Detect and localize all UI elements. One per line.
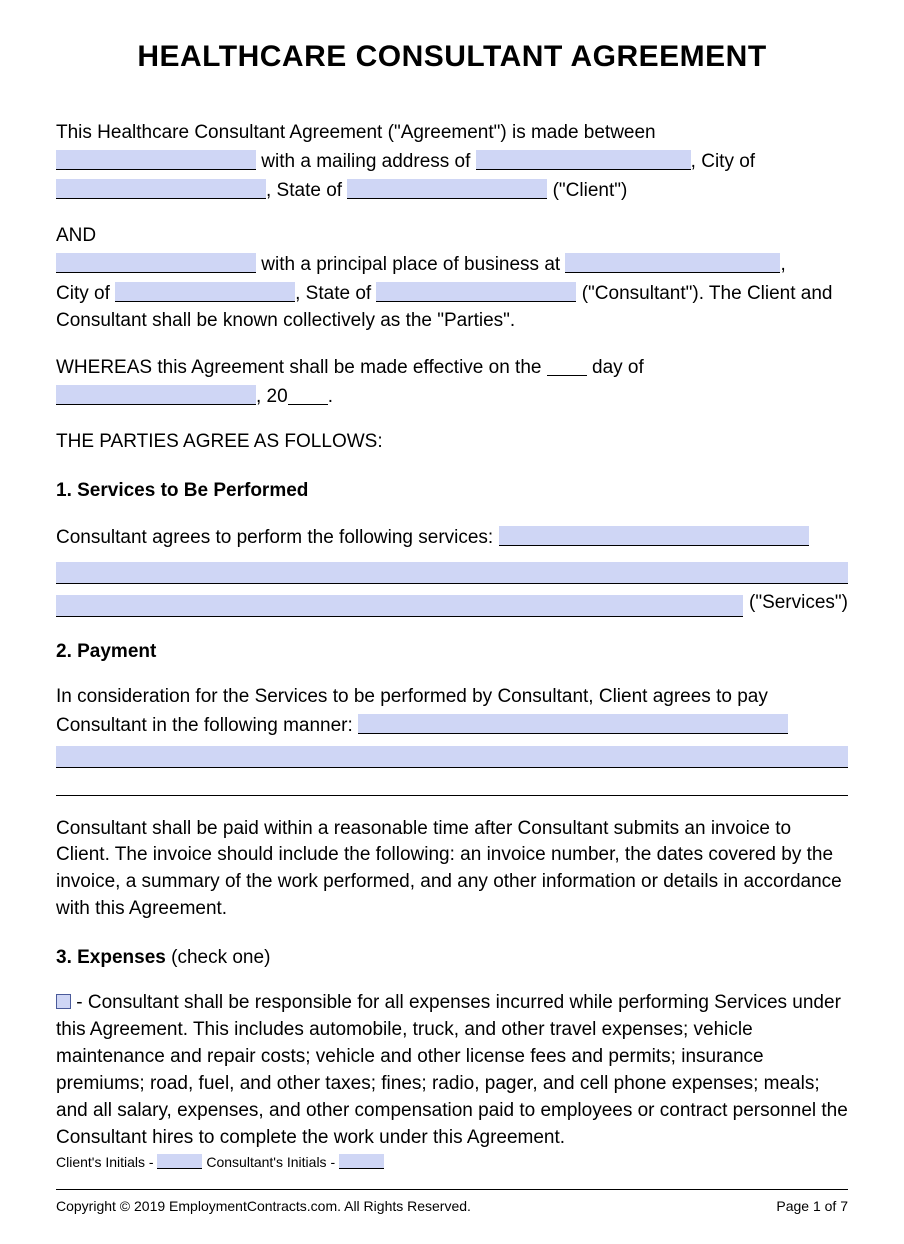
year-prefix: , 20 (256, 386, 288, 407)
consultant-name-field[interactable] (56, 253, 256, 273)
consultant-state-field[interactable] (376, 282, 576, 302)
document-title: HEALTHCARE CONSULTANT AGREEMENT (56, 40, 848, 74)
services-field-3[interactable] (56, 595, 743, 617)
intro-paragraph: This Healthcare Consultant Agreement ("A… (56, 120, 848, 205)
page-number: Page 1 of 7 (776, 1198, 848, 1214)
agree-line: THE PARTIES AGREE AS FOLLOWS: (56, 429, 848, 456)
s3-option-text: - Consultant shall be responsible for al… (56, 992, 848, 1148)
section-3-heading: 3. Expenses (check one) (56, 945, 848, 972)
services-field-1[interactable] (499, 526, 809, 546)
client-city-field[interactable] (56, 179, 266, 199)
and-label: AND (56, 225, 96, 246)
payment-field-3[interactable] (56, 774, 848, 796)
section-2-body: In consideration for the Services to be … (56, 684, 848, 796)
services-label: ("Services") (743, 590, 848, 617)
month-field[interactable] (56, 385, 256, 405)
whereas-period: . (328, 386, 333, 407)
copyright-text: Copyright © 2019 EmploymentContracts.com… (56, 1198, 471, 1214)
year-field[interactable] (288, 385, 328, 405)
payment-field-1[interactable] (358, 714, 788, 734)
section-1-heading: 1. Services to Be Performed (56, 478, 848, 505)
section-1-body: Consultant agrees to perform the followi… (56, 523, 848, 617)
client-label: ("Client") (547, 180, 627, 201)
principal-label: with a principal place of business at (256, 254, 565, 275)
payment-field-2[interactable] (56, 746, 848, 768)
consultant-stateof: , State of (295, 283, 376, 304)
consultant-cityof: City of (56, 283, 115, 304)
expenses-checkbox[interactable] (56, 994, 71, 1009)
intro-text: This Healthcare Consultant Agreement ("A… (56, 122, 656, 143)
s3-heading-text: 3. Expenses (56, 947, 166, 968)
section-2-para2: Consultant shall be paid within a reason… (56, 816, 848, 924)
section-2-heading: 2. Payment (56, 639, 848, 666)
whereas-pre: WHEREAS this Agreement shall be made eff… (56, 357, 547, 378)
initials-row: Client's Initials - Consultant's Initial… (56, 1152, 384, 1170)
and-paragraph: AND with a principal place of business a… (56, 223, 848, 335)
stateof-label: , State of (266, 180, 347, 201)
services-field-2[interactable] (56, 562, 848, 584)
footer: Copyright © 2019 EmploymentContracts.com… (56, 1189, 848, 1214)
dayof-label: day of (587, 357, 644, 378)
consultant-city-field[interactable] (115, 282, 295, 302)
client-state-field[interactable] (347, 179, 547, 199)
document-page: HEALTHCARE CONSULTANT AGREEMENT This Hea… (0, 0, 904, 1244)
consultant-initials-label: Consultant's Initials - (202, 1154, 339, 1170)
s3-sub: (check one) (166, 947, 271, 968)
mailing-label: with a mailing address of (256, 151, 476, 172)
document-body: This Healthcare Consultant Agreement ("A… (56, 120, 848, 1152)
s1-text: Consultant agrees to perform the followi… (56, 527, 499, 548)
day-field[interactable] (547, 356, 587, 376)
consultant-initials-field[interactable] (339, 1154, 384, 1169)
section-3-option: - Consultant shall be responsible for al… (56, 990, 848, 1152)
client-initials-label: Client's Initials - (56, 1154, 157, 1170)
consultant-address-field[interactable] (565, 253, 780, 273)
client-address-field[interactable] (476, 150, 691, 170)
whereas-paragraph: WHEREAS this Agreement shall be made eff… (56, 353, 848, 411)
client-name-field[interactable] (56, 150, 256, 170)
cityof-label: , City of (691, 151, 755, 172)
client-initials-field[interactable] (157, 1154, 202, 1169)
